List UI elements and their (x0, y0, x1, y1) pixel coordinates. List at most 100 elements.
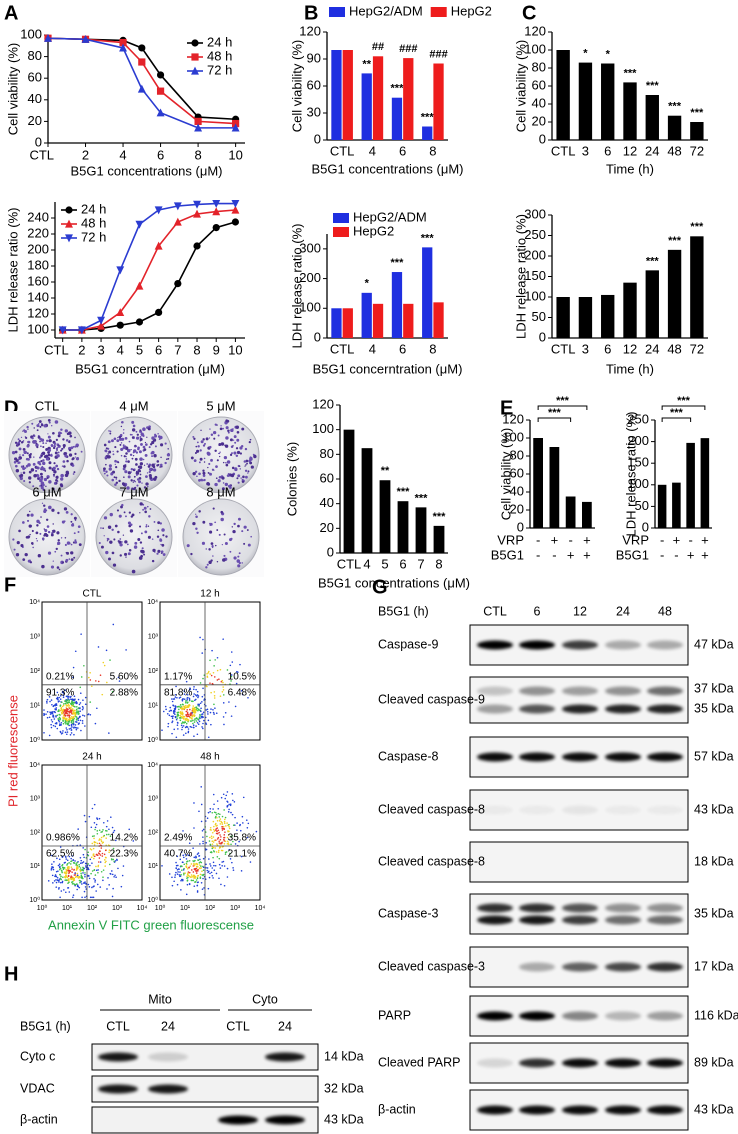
colony (213, 469, 215, 471)
data-point (81, 35, 90, 43)
flow-event (88, 875, 90, 877)
flow-event (61, 856, 64, 858)
colony (142, 445, 146, 449)
colony (131, 434, 133, 436)
colony (240, 477, 242, 479)
x-tick-label: 5 (136, 342, 143, 357)
flow-y-tick-label: 10⁴ (147, 762, 158, 769)
flow-event (62, 876, 64, 879)
blot-band (519, 640, 555, 650)
comparison-bracket (537, 417, 572, 422)
bar (331, 50, 342, 140)
colony (225, 463, 229, 467)
flow-event (102, 876, 104, 878)
flow-event (231, 835, 234, 837)
colony (222, 558, 226, 562)
bar (578, 297, 593, 338)
flow-x-tick-label: 10³ (112, 905, 123, 912)
flow-event (45, 713, 47, 715)
flow-event (224, 831, 226, 833)
y-tick-label: 250 (524, 227, 546, 242)
colony (160, 456, 162, 459)
colony (112, 563, 117, 567)
colony (148, 515, 151, 518)
flow-event (87, 851, 90, 854)
y-tick-label: 200 (299, 270, 321, 285)
condition-sign: + (687, 547, 695, 562)
data-point (116, 321, 124, 329)
flow-event (51, 854, 53, 857)
flow-event (227, 804, 229, 807)
flow-event (64, 723, 67, 725)
x-tick-label: 6 (399, 143, 406, 158)
colony (122, 467, 126, 471)
flow-event (219, 695, 222, 697)
colony (195, 515, 198, 519)
flow-event (70, 876, 72, 879)
flow-event (230, 843, 232, 846)
flow-event (73, 701, 75, 703)
flow-event (115, 876, 117, 879)
blot-band (605, 1105, 641, 1115)
flow-event (70, 866, 73, 868)
flow-event (171, 721, 173, 724)
colony (131, 420, 135, 424)
flow-event (111, 873, 114, 876)
significance-label: *** (548, 407, 562, 419)
flow-event (225, 794, 228, 797)
flow-event (237, 671, 239, 673)
flow-event (59, 714, 61, 716)
flow-event (215, 815, 217, 818)
flow-event (181, 726, 184, 729)
colony (120, 454, 123, 457)
colony (222, 427, 224, 430)
flow-event (108, 851, 110, 854)
flow-event (98, 829, 101, 832)
flow-event (52, 724, 55, 727)
flow-event (203, 719, 205, 722)
colony (20, 473, 24, 478)
flow-event (201, 888, 204, 890)
lane-label: CTL (106, 1019, 130, 1033)
x-tick-label: 6 (399, 556, 406, 571)
flow-event (195, 706, 198, 708)
colony (137, 468, 141, 473)
flow-event (64, 861, 66, 864)
colony (125, 460, 128, 463)
colony (192, 521, 196, 526)
colony (149, 476, 153, 480)
significance-label: *** (690, 221, 704, 233)
colony (29, 559, 31, 562)
colony (238, 552, 241, 555)
bar (623, 82, 637, 140)
flow-event (219, 842, 222, 845)
flow-event (89, 671, 91, 674)
colony (100, 527, 102, 529)
flow-event (181, 699, 184, 702)
flow-event (54, 725, 57, 728)
condition-sign: + (701, 547, 709, 562)
colony (15, 459, 19, 463)
colony (135, 451, 139, 454)
colony (127, 460, 130, 463)
flow-event (55, 707, 58, 709)
flow-event (179, 858, 182, 861)
flow-event (47, 880, 50, 882)
flow-event (179, 707, 182, 710)
colony (112, 450, 114, 453)
colony (60, 449, 63, 452)
colony (208, 560, 212, 565)
colony (209, 428, 211, 430)
colony (135, 471, 140, 475)
flow-event (75, 719, 78, 721)
flow-event (46, 716, 49, 719)
flow-event (187, 874, 190, 877)
colony (122, 444, 125, 447)
flow-event (106, 830, 108, 832)
flow-event (70, 698, 72, 701)
colony (43, 534, 46, 537)
data-point (155, 308, 163, 316)
colony (57, 539, 60, 542)
colony (122, 464, 127, 469)
colony (245, 475, 248, 479)
